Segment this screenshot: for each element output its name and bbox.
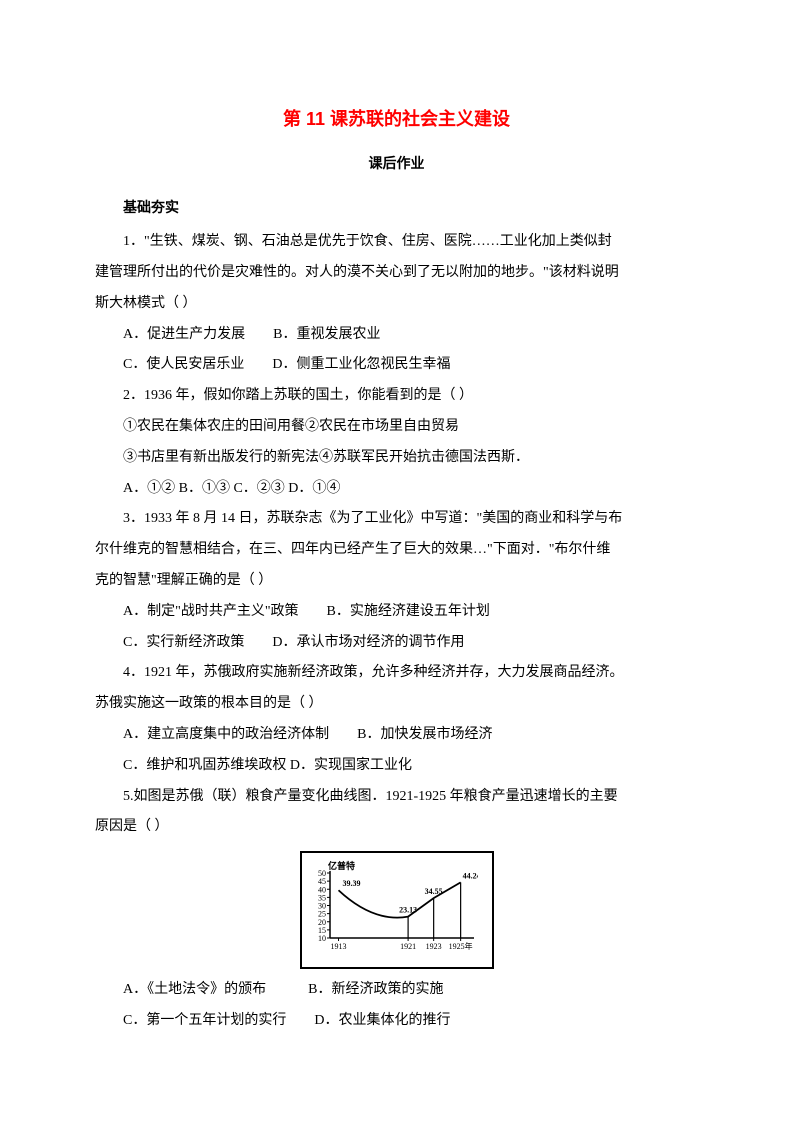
q1-optC: C．使人民安居乐业 D．侧重工业化忽视民生幸福 <box>95 350 698 381</box>
q3-optC: C．实行新经济政策 D．承认市场对经济的调节作用 <box>95 628 698 659</box>
q4-line2: 苏俄实施这一政策的根本目的是（ ） <box>95 689 698 720</box>
svg-text:10: 10 <box>318 934 326 943</box>
q5-line2: 原因是（ ） <box>95 812 698 843</box>
q5-line1: 5.如图是苏俄（联）粮食产量变化曲线图．1921-1925 年粮食产量迅速增长的… <box>95 782 698 813</box>
section-header: 基础夯实 <box>95 192 698 223</box>
chart-box: 亿普特5045403530252015101913192119231925年39… <box>300 851 494 969</box>
q2-line2: ①农民在集体农庄的田间用餐②农民在市场里自由贸易 <box>95 412 698 443</box>
q3-line3: 克的智慧"理解正确的是（ ） <box>95 566 698 597</box>
svg-text:1925年: 1925年 <box>448 941 472 951</box>
q2-line3: ③书店里有新出版发行的新宪法④苏联军民开始抗击德国法西斯． <box>95 443 698 474</box>
page-title: 第 11 课苏联的社会主义建设 <box>95 100 698 140</box>
q1-line3: 斯大林模式（ ） <box>95 289 698 320</box>
q3-optA: A．制定"战时共产主义"政策 B．实施经济建设五年计划 <box>95 597 698 628</box>
q1-line1: 1．"生铁、煤炭、钢、石油总是优先于饮食、住房、医院……工业化加上类似封 <box>95 227 698 258</box>
svg-text:1923: 1923 <box>425 942 441 951</box>
svg-text:1913: 1913 <box>330 942 346 951</box>
q4-line1: 4．1921 年，苏俄政府实施新经济政策，允许多种经济并存，大力发展商品经济。 <box>95 658 698 689</box>
q4-optA: A．建立高度集中的政治经济体制 B．加快发展市场经济 <box>95 720 698 751</box>
q2-line1: 2．1936 年，假如你踏上苏联的国土，你能看到的是（ ） <box>95 381 698 412</box>
q5-optA: A．《土地法令》的颁布 B．新经济政策的实施 <box>95 975 698 1006</box>
chart-container: 亿普特5045403530252015101913192119231925年39… <box>95 851 698 969</box>
svg-text:亿普特: 亿普特 <box>328 860 355 871</box>
q1-line2: 建管理所付出的代价是灾难性的。对人的漠不关心到了无以附加的地步。"该材料说明 <box>95 258 698 289</box>
q3-line1: 3．1933 年 8 月 14 日，苏联杂志《为了工业化》中写道："美国的商业和… <box>95 504 698 535</box>
svg-text:1921: 1921 <box>400 942 416 951</box>
svg-text:34.55: 34.55 <box>424 887 442 896</box>
page-subtitle: 课后作业 <box>95 148 698 179</box>
svg-text:39.39: 39.39 <box>342 879 360 888</box>
grain-chart: 亿普特5045403530252015101913192119231925年39… <box>308 857 478 952</box>
q4-optC: C．维护和巩固苏维埃政权 D．实现国家工业化 <box>95 751 698 782</box>
q5-optC: C．第一个五年计划的实行 D．农业集体化的推行 <box>95 1006 698 1037</box>
svg-text:44.24: 44.24 <box>462 871 477 880</box>
q1-optA: A．促进生产力发展 B．重视发展农业 <box>95 320 698 351</box>
q3-line2: 尔什维克的智慧相结合，在三、四年内已经产生了巨大的效果…"下面对．"布尔什维 <box>95 535 698 566</box>
q2-opts: A．①② B．①③ C．②③ D．①④ <box>95 474 698 505</box>
svg-text:23.13: 23.13 <box>399 906 417 915</box>
